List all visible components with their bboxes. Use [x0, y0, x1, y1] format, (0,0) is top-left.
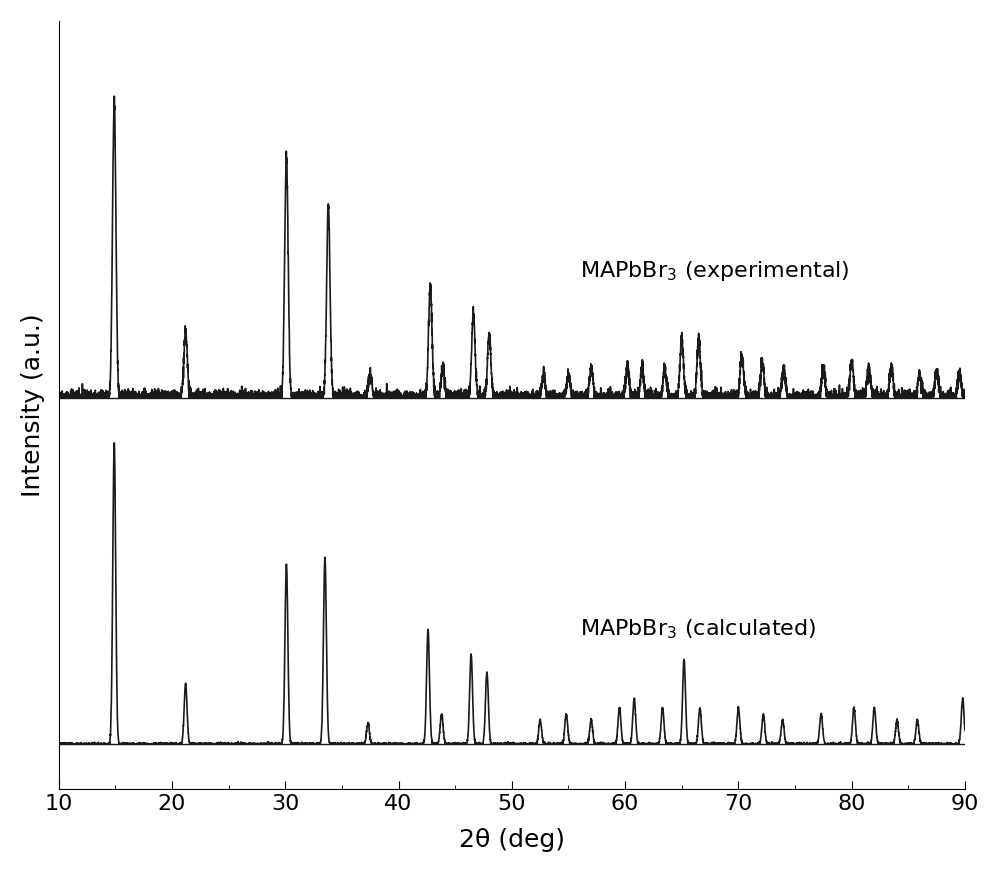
- Y-axis label: Intensity (a.u.): Intensity (a.u.): [21, 313, 45, 497]
- X-axis label: 2θ (deg): 2θ (deg): [459, 828, 565, 852]
- Text: MAPbBr$_3$ (experimental): MAPbBr$_3$ (experimental): [580, 259, 849, 283]
- Text: MAPbBr$_3$ (calculated): MAPbBr$_3$ (calculated): [580, 618, 816, 642]
